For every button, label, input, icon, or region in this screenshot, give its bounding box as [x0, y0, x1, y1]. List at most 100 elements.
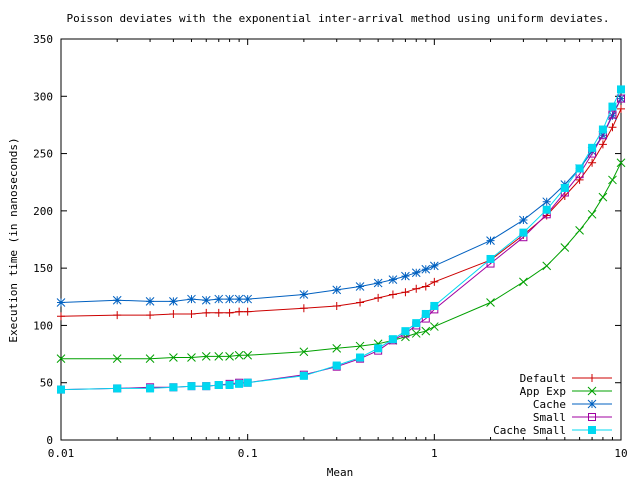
data-point-default	[235, 307, 244, 316]
y-tick-label: 150	[33, 262, 53, 275]
data-point-default	[332, 301, 341, 310]
data-point-cache-small	[519, 228, 528, 237]
data-point-cache-small	[113, 384, 122, 393]
data-point-app-exp	[486, 298, 495, 307]
data-point-cache-small	[202, 382, 211, 391]
data-point-default	[588, 158, 597, 167]
data-point-cache-small	[421, 309, 430, 318]
x-tick-label: 1	[431, 447, 438, 460]
data-point-cache	[234, 294, 244, 304]
legend-marker-small	[588, 413, 596, 421]
data-point-default	[299, 304, 308, 313]
series-line-app-exp	[61, 162, 622, 360]
data-point-cache	[519, 215, 528, 225]
data-point-cache-small	[356, 353, 365, 362]
plot-frame	[60, 38, 622, 441]
data-point-cache-small	[560, 183, 569, 192]
data-point-default	[388, 290, 397, 299]
data-point-cache	[145, 297, 155, 306]
series-line-cache	[60, 98, 622, 303]
data-point-app-exp	[421, 326, 431, 336]
data-point-cache	[332, 285, 342, 295]
data-point-default	[146, 311, 155, 320]
data-point-cache	[56, 298, 66, 307]
legend-label-small: Small	[533, 411, 566, 424]
legend-marker-app-exp	[587, 386, 597, 396]
data-point-default	[169, 309, 178, 318]
data-point-app-exp	[225, 352, 234, 361]
data-point-cache	[225, 294, 234, 304]
data-point-cache-small	[374, 344, 383, 353]
data-point-default	[356, 298, 365, 307]
legend-marker-cache	[587, 399, 597, 409]
series-cache	[56, 94, 626, 307]
legend-label-cache: Cache	[533, 398, 566, 411]
data-point-default	[598, 140, 607, 149]
data-point-cache-small	[57, 385, 65, 394]
data-point-cache	[112, 295, 122, 305]
y-axis-label: Execution time (in nanoseconds)	[7, 137, 20, 342]
data-point-cache-small	[588, 143, 597, 152]
x-tick-label: 0.1	[238, 447, 258, 460]
data-point-app-exp	[560, 243, 570, 252]
data-point-cache	[201, 295, 211, 305]
data-point-cache	[187, 294, 196, 304]
y-tick-label: 100	[33, 319, 53, 332]
series-app-exp	[56, 158, 626, 364]
data-point-default	[401, 288, 410, 297]
data-point-app-exp	[243, 350, 253, 360]
data-point-cache	[373, 278, 383, 288]
data-point-cache	[169, 297, 178, 306]
data-point-app-exp	[598, 192, 608, 202]
data-point-default	[202, 308, 211, 317]
data-point-small	[617, 94, 625, 103]
data-point-default	[412, 284, 421, 293]
data-point-default	[113, 311, 122, 320]
chart-title: Poisson deviates with the exponential in…	[66, 12, 609, 25]
data-point-app-exp	[542, 261, 552, 271]
data-point-cache-small	[299, 371, 308, 380]
series-line-cache-small	[60, 89, 622, 391]
legend-marker-cache-small	[588, 426, 596, 434]
data-point-default	[187, 309, 196, 318]
x-axis-label: Mean	[327, 466, 354, 479]
data-point-default	[374, 293, 383, 302]
y-tick-label: 350	[33, 33, 53, 46]
data-point-cache	[299, 290, 309, 299]
data-point-app-exp	[169, 353, 178, 362]
y-tick-label: 0	[46, 434, 53, 447]
data-point-app-exp	[608, 175, 617, 185]
data-point-cache-small	[388, 335, 397, 344]
data-point-cache-small	[617, 85, 625, 94]
data-point-cache	[388, 275, 398, 284]
data-point-app-exp	[234, 350, 244, 360]
axes: 0 50 100 150 200 250 300 350 0.01 0.1 1 10	[33, 33, 628, 460]
data-point-cache-small	[146, 384, 155, 393]
data-point-cache	[243, 294, 253, 304]
y-tick-label: 50	[40, 377, 53, 390]
data-point-app-exp	[616, 158, 626, 168]
data-point-cache-small	[332, 361, 341, 370]
data-point-cache	[355, 282, 365, 291]
data-point-app-exp	[429, 322, 439, 331]
data-point-default	[421, 282, 430, 291]
data-point-app-exp	[575, 225, 584, 235]
data-point-app-exp	[299, 347, 309, 357]
data-point-cache	[214, 294, 224, 304]
legend-label-app-exp: App Exp	[520, 385, 566, 398]
legend-label-default: Default	[520, 372, 566, 385]
data-point-app-exp	[214, 352, 224, 361]
data-point-cache-small	[235, 379, 244, 388]
data-point-cache-small	[401, 327, 410, 336]
y-tick-label: 300	[33, 90, 53, 103]
data-point-app-exp	[112, 354, 122, 364]
data-point-app-exp	[411, 329, 421, 338]
data-point-cache	[411, 268, 421, 278]
data-point-cache-small	[412, 319, 421, 328]
series-line-default	[60, 108, 622, 317]
y-tick-label: 200	[33, 205, 53, 218]
data-point-app-exp	[587, 209, 597, 219]
